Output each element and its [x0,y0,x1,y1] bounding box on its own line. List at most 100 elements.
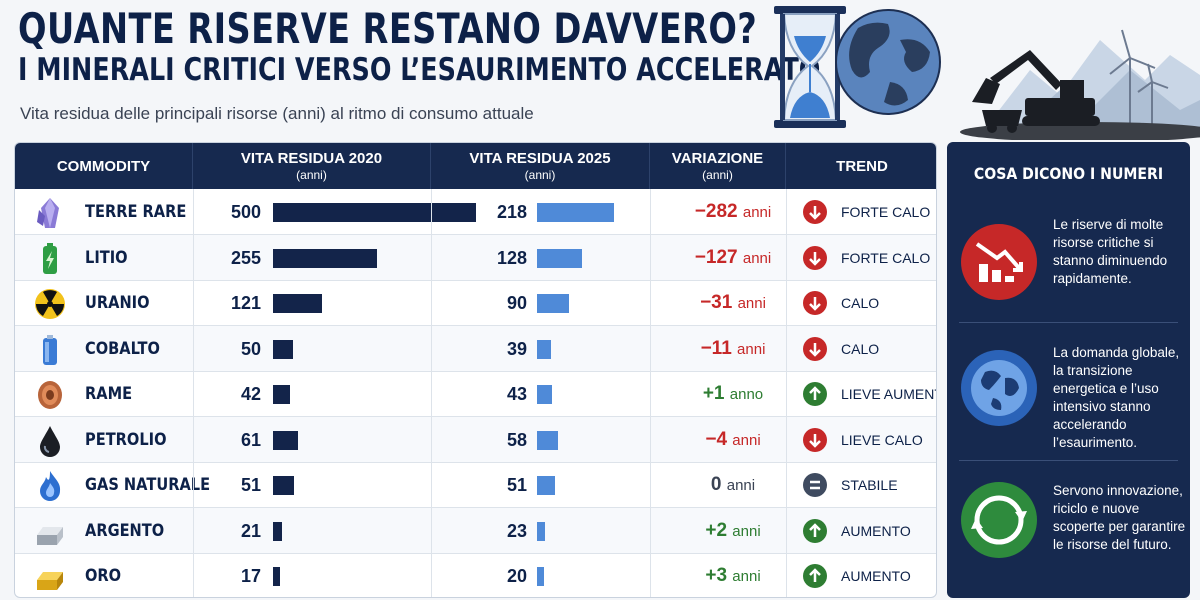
silver-bar-icon [37,526,63,545]
page-title: QUANTE RISERVE RESTANO DAVVERO? [18,4,758,53]
value-2025: 218 [496,202,527,222]
bar-2020 [273,248,377,268]
commodity-name: TERRE RARE [85,202,187,222]
variazione-value: +3 anni [705,565,761,586]
value-2020: 50 [240,338,261,359]
chart-subtitle: Vita residua delle principali risorse (a… [20,104,534,123]
globe-icon [961,350,1037,426]
cell-battery-icon [43,334,57,365]
arrow-down-icon [803,427,827,452]
arrow-down-icon [803,336,827,361]
insight-text-2: La domanda globale, la transizione energ… [1053,345,1180,450]
trend-label: CALO [841,295,880,311]
radiation-icon [35,289,65,319]
insights-panel: COSA DICONO I NUMERI Le riserve di molte… [947,142,1190,598]
header-2025: VITA RESIDUA 2025 (anni) [431,143,650,189]
arrow-up-icon [803,518,827,543]
bar-2025 [537,476,556,495]
trend-label: AUMENTO [841,568,911,584]
trend-label: FORTE CALO [841,204,931,220]
variazione-value: −282 anni [694,201,772,222]
table-row: ORO 17 20 +3 anni AUMENTO [15,553,936,597]
declining-chart-icon [961,224,1037,300]
bar-2020 [273,339,294,359]
trend-label: LIEVE CALO [841,431,923,448]
commodity-name: ORO [85,566,122,586]
commodity-table: COMMODITY VITA RESIDUA 2020 (anni) VITA R… [14,142,937,598]
trend-label: STABILE [841,477,898,493]
crystal-icon [37,198,59,228]
header-commodity: COMMODITY [15,143,193,189]
bar-2020 [273,203,476,222]
battery-icon [43,242,57,274]
header-variazione: VARIAZIONE (anni) [650,143,786,189]
value-2020: 500 [230,202,261,222]
value-2020: 21 [240,520,261,541]
value-2020: 51 [240,475,261,495]
table-row: GAS NATURALE 51 51 0 anni STABILE [15,462,936,508]
insight-text-3: Servono innovazione, riciclo e nuove sco… [1053,483,1186,552]
value-2025: 39 [506,338,527,359]
header-2020: VITA RESIDUA 2020 (anni) [193,143,431,189]
bar-2020 [273,521,282,541]
commodity-name: RAME [85,384,133,404]
value-2025: 23 [506,520,527,541]
table-row: COBALTO 50 39 −11 anni CALO [15,325,936,372]
variazione-value: −11 anni [700,337,766,359]
value-2020: 61 [240,429,261,450]
variazione-value: 0 anni [710,474,756,495]
value-2025: 51 [506,475,527,495]
equals-icon [803,473,827,497]
table-row: URANIO 121 90 −31 anni CALO [15,280,936,326]
variazione-value: −127 anni [694,246,772,268]
table-header: COMMODITY VITA RESIDUA 2020 (anni) VITA R… [15,143,936,189]
insight-text-1: Le riserve di molte risorse critiche si … [1053,217,1168,286]
arrow-down-icon [803,245,827,270]
commodity-name: COBALTO [85,338,160,359]
bar-2020 [273,476,294,495]
table-row: LITIO 255 128 −127 anni FORTE CALO [15,234,936,281]
value-2025: 43 [506,384,527,404]
variazione-value: +1 anno [702,383,764,404]
insights-title: COSA DICONO I NUMERI [973,164,1164,183]
bar-2020 [273,385,291,404]
bar-2025 [537,521,546,541]
value-2025: 90 [506,293,527,313]
bar-2025 [537,294,569,313]
commodity-name: PETROLIO [85,429,167,450]
arrow-down-icon [803,200,827,224]
hero-illustration [774,6,1200,140]
value-2025: 58 [506,429,527,450]
value-2025: 128 [496,247,527,268]
value-2025: 20 [506,566,527,586]
table-row: ARGENTO 21 23 +2 anni AUMENTO [15,507,936,554]
bar-2025 [537,567,545,586]
trend-label: FORTE CALO [841,249,931,266]
value-2020: 121 [230,293,261,313]
bar-2025 [537,248,583,268]
value-2020: 42 [240,384,261,404]
bar-2025 [537,203,615,222]
bar-2025 [537,339,551,359]
table-row: PETROLIO 61 58 −4 anni LIEVE CALO [15,416,936,463]
bar-2025 [537,430,558,450]
copper-coil-icon [38,381,62,409]
commodity-name: ARGENTO [85,520,165,541]
header-trend: TREND [836,157,888,175]
commodity-name: URANIO [85,293,150,313]
flame-icon [40,471,61,501]
table-row: RAME 42 43 +1 anno LIEVE AUMENTO [15,371,936,417]
arrow-up-icon [803,564,827,588]
arrow-down-icon [803,291,827,315]
value-2020: 255 [230,247,261,268]
value-2020: 17 [240,566,261,586]
bar-2020 [273,567,280,586]
commodity-name: GAS NATURALE [85,475,211,495]
variazione-value: −31 anni [700,292,766,313]
gold-bar-icon [37,572,63,590]
trend-label: AUMENTO [841,522,911,539]
bar-2025 [537,385,553,404]
bar-2020 [273,430,298,450]
page-subtitle-heading: I MINERALI CRITICI VERSO L’ESAURIMENTO A… [18,52,821,88]
table-row: TERRE RARE 500 218 −282 anni FORTE CALO [15,189,936,235]
